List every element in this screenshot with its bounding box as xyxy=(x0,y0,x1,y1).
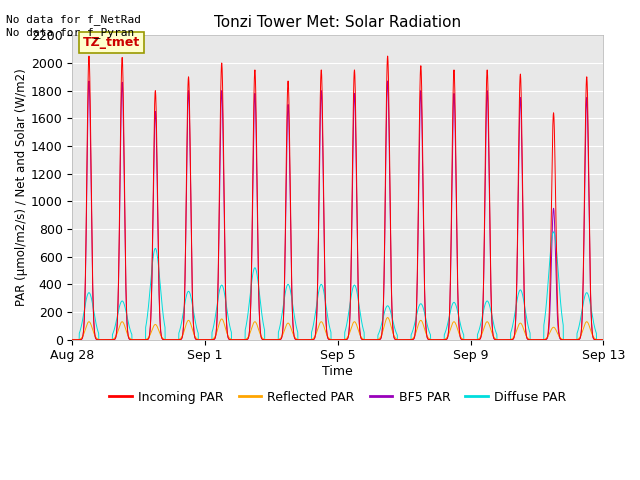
Legend: Incoming PAR, Reflected PAR, BF5 PAR, Diffuse PAR: Incoming PAR, Reflected PAR, BF5 PAR, Di… xyxy=(104,385,572,408)
Text: No data for f_NetRad
No data for f_Pyran: No data for f_NetRad No data for f_Pyran xyxy=(6,14,141,38)
Text: TZ_tmet: TZ_tmet xyxy=(83,36,140,49)
X-axis label: Time: Time xyxy=(323,365,353,378)
Y-axis label: PAR (μmol/m2/s) / Net and Solar (W/m2): PAR (μmol/m2/s) / Net and Solar (W/m2) xyxy=(15,69,28,306)
Title: Tonzi Tower Met: Solar Radiation: Tonzi Tower Met: Solar Radiation xyxy=(214,15,461,30)
